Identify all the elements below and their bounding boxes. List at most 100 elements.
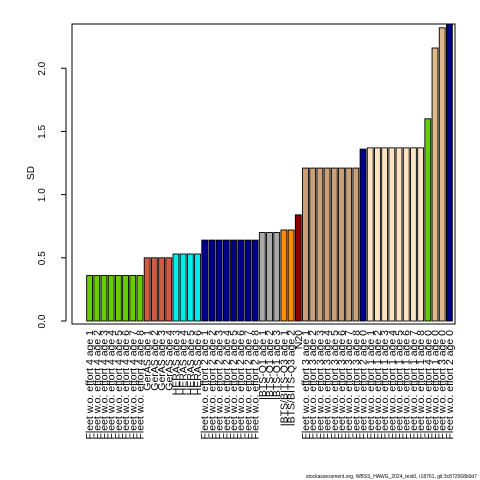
x-category-label: Fleet w.o. effort 4 age 6 [120,330,132,440]
bar [431,47,439,322]
bar [208,239,216,322]
x-category-label: Fleet w.o. effort 2 age 3 [214,330,226,440]
x-category-label: Fleet w.o. effort 3 age 5 [329,330,341,440]
bar [244,239,252,322]
x-category-label: IBTS-Q1 age 1 [257,330,269,400]
x-category-label: Fleet w.o. effort 1 age 7 [408,330,420,440]
bar [330,167,338,322]
x-category-label: Fleet w.o. effort 4 age 5 [113,330,125,440]
x-category-label: Fleet w.o. effort 3 age 6 [336,330,348,440]
x-category-label: Fleet w.o. effort 1 age 6 [401,330,413,440]
bar [136,275,144,322]
bar [446,23,453,322]
x-category-label: Fleet w.o. effort 4 age 8 [134,330,146,440]
bar [359,148,367,322]
x-category-label: N20 [293,330,305,349]
bar [143,257,151,322]
x-category-label: IBTS-Q1 age 2 [264,330,276,400]
bar [107,275,115,322]
x-category-label: Fleet w.o. effort 2 age 6 [235,330,247,440]
bar [165,257,173,322]
bar [215,239,223,322]
bar [179,253,187,322]
x-category-label: Fleet w.o. effort 4 age 4 [106,330,118,440]
bar [388,147,396,322]
bar [122,275,129,322]
x-category-label: Fleet w.o. effort 2 age 8 [250,330,262,440]
x-category-label: Fleet w.o. effort 3 age 4 [322,330,334,440]
x-category-label: Fleet w.o. effort 2 age 0 [444,330,456,440]
x-category-label: HERAS age 5 [185,330,197,396]
bar [402,147,410,322]
x-category-label: HERAS age 3 [170,330,182,396]
x-category-label: GerAS age 3 [156,330,168,391]
bar [158,257,165,322]
x-category-label: Fleet w.o. effort 4 age 3 [98,330,110,440]
bar [395,147,403,322]
x-category-label: Fleet w.o. effort 4 age 1 [84,330,96,440]
bar [280,229,288,322]
bar [316,167,324,322]
x-category-label: Fleet w.o. effort 3 age 0 [437,330,449,440]
x-category-label: Fleet w.o. effort 3 age 7 [343,330,355,440]
bar [266,232,273,322]
bar [129,275,137,322]
bar [374,147,381,322]
y-axis: 0.0 0.5 1.0 1.5 2.0 [37,61,67,328]
bar [345,167,353,322]
bar [172,253,180,322]
x-category-label: GerAS age 2 [149,330,161,391]
bar [410,147,417,322]
bar [237,239,245,322]
bar [222,239,230,322]
y-tick-label: 1.0 [37,188,48,202]
x-category-label: Fleet w.o. effort 1 age 8 [415,330,427,440]
x-category-label: Fleet w.o. effort 1 age 4 [386,330,398,440]
bar [352,167,360,322]
bar [100,275,108,322]
bar [381,147,389,322]
x-category-label: Fleet w.o. effort 1 age 2 [372,330,384,440]
bar [323,167,331,322]
x-category-label: Fleet w.o. effort 2 age 5 [228,330,240,440]
x-category-label: HERAS age 6 [192,330,204,396]
x-category-label: Fleet w.o. effort 2 age 2 [206,330,218,440]
bar [150,257,158,322]
y-tick-label: 2.0 [37,61,48,75]
bar [417,147,425,322]
bar [302,167,309,322]
x-category-label: Fleet w.o. effort 3 age 2 [307,330,319,440]
x-category-label: Fleet w.o. effort 4 age 7 [127,330,139,440]
bar [114,275,122,322]
x-category-label: IBTS/BITS-Q3 age 2 [286,330,298,426]
bar [338,167,345,322]
plot-frame [71,23,456,325]
bar [424,118,432,322]
bars-layer [86,23,453,322]
x-category-label: Fleet w.o. effort 2 age 0 [358,330,370,440]
footnote: stockassessment.org, WBSS_HAWG_2024_test… [306,474,477,480]
y-tick-label: 0.0 [37,314,48,328]
bar [309,167,317,322]
bar [230,239,237,322]
y-tick-label: 0.5 [37,251,48,265]
bar [273,232,281,322]
x-category-label: Fleet w.o. effort 4 age 2 [91,330,103,440]
bar [93,275,101,322]
bar [186,253,194,322]
y-tick-label: 1.5 [37,125,48,139]
x-category-label: Fleet w.o. effort 3 age 8 [350,330,362,440]
x-category-label: Fleet w.o. effort 1 age 0 [430,330,442,440]
bar [438,27,446,322]
bar [366,147,374,322]
x-category-label: GerAS age 1 [142,330,154,391]
x-category-label: Fleet w.o. effort 1 age 3 [379,330,391,440]
x-category-label: Fleet w.o. effort 1 age 1 [365,330,377,440]
bar [86,275,94,322]
y-axis-title: SD [26,166,37,180]
x-category-label: GerAS age 4 [163,330,175,391]
x-category-label: Fleet w.o. effort 2 age 7 [242,330,254,440]
x-category-label: Fleet w.o. effort 2 age 4 [221,330,233,440]
